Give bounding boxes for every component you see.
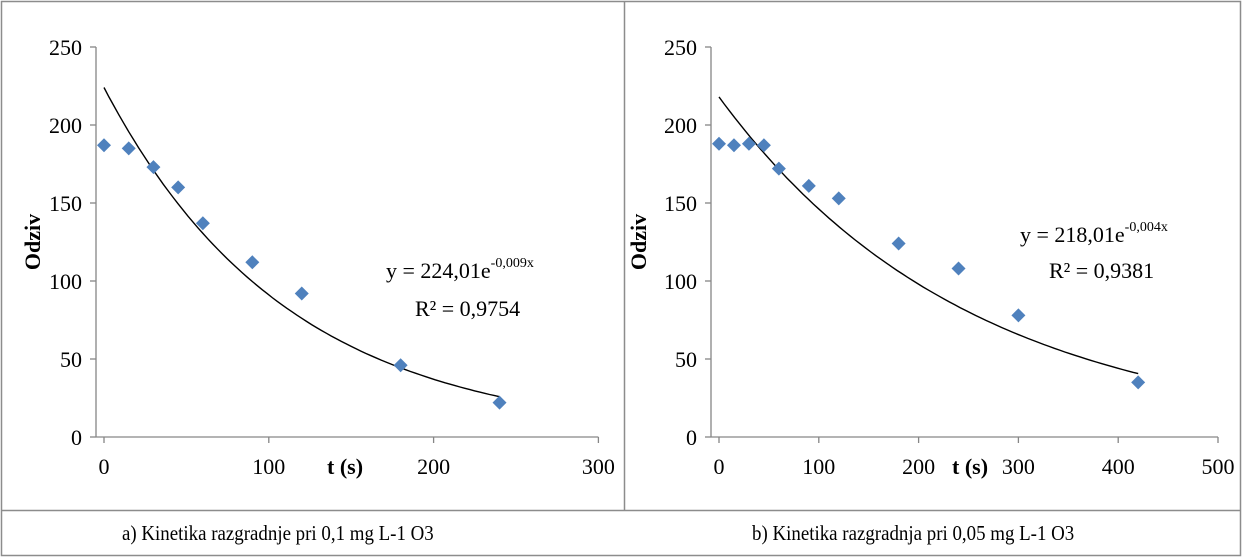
- chart-b-x-tick-label: 100: [802, 454, 835, 479]
- chart-b-x-tick-label: 300: [1002, 454, 1035, 479]
- chart-a-data-point: [146, 160, 161, 175]
- chart-a-x-tick-label: 100: [252, 454, 285, 479]
- chart-b-y-tick-label: 200: [664, 113, 697, 138]
- chart-b-data-point: [1011, 308, 1026, 323]
- chart-a-y-tick-label: 100: [49, 269, 82, 294]
- chart-a-y-axis-label: Odziv: [20, 214, 45, 270]
- chart-b-y-tick-label: 0: [686, 425, 697, 450]
- chart-a-data-point: [393, 358, 408, 373]
- chart-a-caption: a) Kinetika razgradnje pri 0,1 mg L-1 O3: [122, 521, 434, 545]
- chart-b-r2: R² = 0,9381: [1049, 258, 1155, 283]
- chart-a-data-point: [294, 286, 309, 301]
- chart-b: 0 50 100 150 200 250 0 100 200 300 400 500 t (s) Odzi…: [626, 35, 1235, 479]
- chart-a-r2: R² = 0,9754: [415, 296, 521, 321]
- chart-a-data-point: [492, 395, 507, 410]
- chart-a-x-tick-label: 0: [99, 454, 110, 479]
- chart-a-data-point: [195, 216, 210, 231]
- chart-a-x-axis-label: t (s): [327, 454, 363, 479]
- chart-b-trendline: [718, 96, 1139, 375]
- chart-b-y-tick-label: 50: [675, 347, 697, 372]
- chart-b-x-axis-label: t (s): [952, 454, 988, 479]
- chart-b-y-tick-label: 100: [664, 269, 697, 294]
- chart-b-x-tick-label: 500: [1202, 454, 1235, 479]
- chart-b-x-tick-label: 400: [1102, 454, 1135, 479]
- chart-b-x-tick-label: 0: [714, 454, 725, 479]
- chart-a-data-point: [245, 255, 260, 270]
- chart-a-y-tick-label: 200: [49, 113, 82, 138]
- chart-b-y-tick-label: 250: [664, 35, 697, 60]
- chart-b-data-point: [801, 178, 816, 193]
- chart-b-caption: b) Kinetika razgradnja pri 0,05 mg L-1 O…: [752, 521, 1075, 545]
- chart-b-data-point: [891, 236, 906, 251]
- chart-a-equation: y = 224,01e-0,009x: [386, 255, 534, 283]
- chart-a-x-tick-label: 300: [582, 454, 615, 479]
- chart-b-x-tick-label: 200: [902, 454, 935, 479]
- chart-b-data-point: [712, 136, 726, 151]
- chart-b-y-tick-label: 150: [664, 191, 697, 216]
- chart-a-x-tick-label: 200: [417, 454, 450, 479]
- chart-a-y-tick-label: 0: [71, 425, 82, 450]
- chart-b-data-point: [756, 138, 771, 153]
- chart-b-equation: y = 218,01e-0,004x: [1020, 219, 1168, 247]
- chart-a-y-tick-label: 150: [49, 191, 82, 216]
- chart-b-data-point: [771, 161, 786, 176]
- chart-a-trendline: [103, 87, 500, 398]
- chart-b-data-point: [831, 191, 846, 206]
- chart-a-y-tick-label: 50: [60, 347, 82, 372]
- chart-b-data-point: [951, 261, 966, 276]
- chart-a-data-point: [121, 141, 136, 156]
- chart-a-y-tick-label: 250: [49, 35, 82, 60]
- chart-b-data-point: [1131, 375, 1146, 390]
- chart-b-y-axis-label: Odziv: [626, 214, 651, 270]
- chart-a: 0 50 100 150 200 250 0 100 200 300 t (s) Odziv: [20, 35, 615, 479]
- chart-b-data-point: [726, 138, 741, 153]
- chart-a-data-point: [171, 180, 186, 195]
- chart-b-data-point: [741, 136, 756, 151]
- chart-a-data-point: [97, 138, 111, 153]
